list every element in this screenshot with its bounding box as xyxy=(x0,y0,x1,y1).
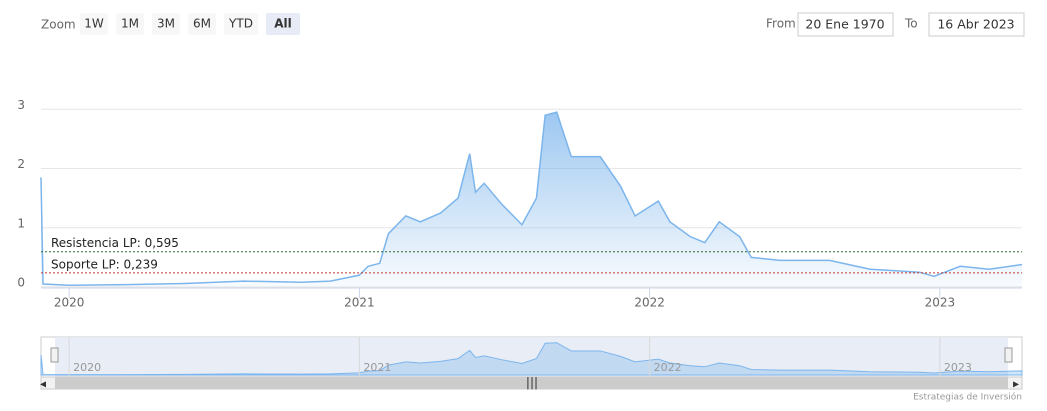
from-label: From xyxy=(766,17,796,31)
navigator-series xyxy=(40,342,1023,376)
navigator-tick-label: 2022 xyxy=(654,361,682,374)
plot-line-label: Resistencia LP: 0,595 xyxy=(51,236,179,250)
to-value: 16 Abr 2023 xyxy=(937,17,1014,32)
y-tick-label: 3 xyxy=(17,98,25,112)
x-tick-label: 2020 xyxy=(54,296,85,310)
scrollbar-thumb[interactable] xyxy=(55,377,1008,389)
y-tick-label: 1 xyxy=(17,216,25,230)
zoom-button-label: All xyxy=(274,17,292,31)
x-tick-label: 2023 xyxy=(925,296,956,310)
navigator-tick-label: 2020 xyxy=(73,361,101,374)
zoom-button-label: 1M xyxy=(121,17,139,31)
scroll-right[interactable]: ▸ xyxy=(1013,377,1019,391)
to-input[interactable] xyxy=(928,12,1025,37)
scroll-grip: ||| xyxy=(526,376,538,390)
from-value: 20 Ene 1970 xyxy=(805,17,884,32)
x-tick-label: 2022 xyxy=(634,296,665,310)
navigator-tick-label: 2023 xyxy=(944,361,972,374)
area-fill xyxy=(41,112,1022,288)
zoom-button-label: 1W xyxy=(84,17,104,31)
zoom-button[interactable] xyxy=(224,13,258,35)
navigator-tick-label: 2021 xyxy=(363,361,391,374)
scroll-left[interactable]: ◂ xyxy=(40,377,46,391)
navigator-handle-right[interactable] xyxy=(1004,347,1013,363)
credits: Estrategias de Inversión xyxy=(913,392,1022,403)
zoom-button-label: YTD xyxy=(228,17,253,31)
series-line xyxy=(40,111,1023,286)
to-label: To xyxy=(904,17,918,31)
zoom-button[interactable] xyxy=(188,13,216,35)
y-tick-label: 0 xyxy=(17,276,25,290)
zoom-button[interactable] xyxy=(266,13,300,35)
from-input[interactable] xyxy=(797,12,894,37)
x-tick-label: 2021 xyxy=(344,296,375,310)
zoom-button[interactable] xyxy=(116,13,144,35)
zoom-button-label: 3M xyxy=(157,17,175,31)
zoom-button-label: 6M xyxy=(193,17,211,31)
zoom-button[interactable] xyxy=(152,13,180,35)
plot-line-label: Soporte LP: 0,239 xyxy=(51,257,158,271)
zoom-label: Zoom xyxy=(41,18,76,32)
zoom-button[interactable] xyxy=(80,13,108,35)
y-tick-label: 2 xyxy=(17,157,25,171)
navigator-handle-left[interactable] xyxy=(50,347,59,363)
navigator-mask[interactable] xyxy=(55,337,1008,377)
